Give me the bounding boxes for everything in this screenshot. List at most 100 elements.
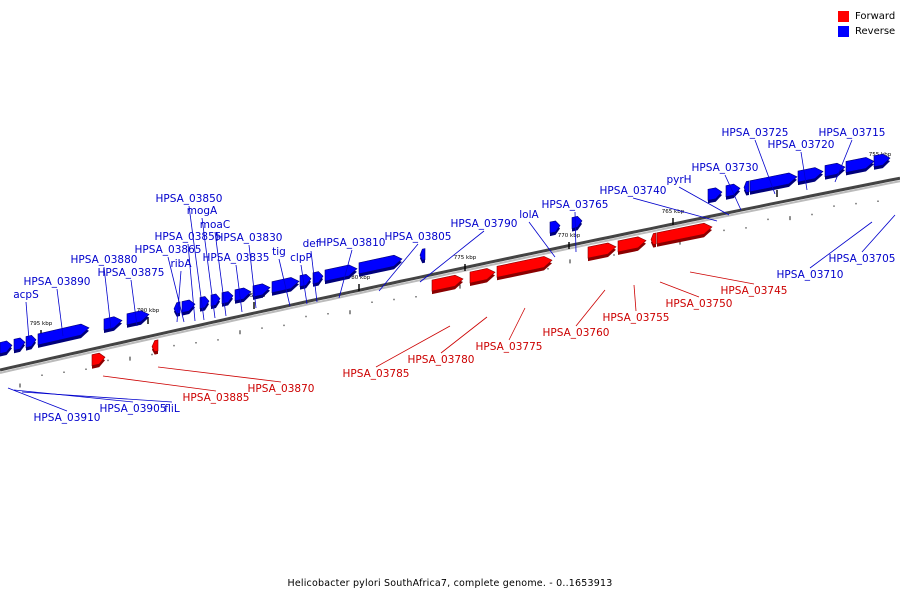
gene-label-lola: lolA — [519, 209, 539, 221]
legend-item-reverse: Reverse — [838, 24, 895, 39]
gene-label-hpsa-03740: HPSA_03740 — [600, 185, 667, 197]
genome-caption: Helicobacter pylori SouthAfrica7, comple… — [287, 578, 613, 589]
reverse-gene-arrow — [126, 310, 150, 326]
gene-label-hpsa-03850: HPSA_03850 — [156, 193, 223, 205]
genome-backbone-shadow — [0, 180, 900, 374]
ruler-label: 775 kbp — [454, 255, 477, 261]
reverse-gene-arrow — [873, 153, 891, 168]
reverse-gene-arrow — [845, 157, 875, 173]
gene-label-flil: fliL — [164, 403, 180, 415]
label-leader-line — [800, 151, 808, 191]
gene-features — [0, 153, 891, 369]
gene-label-hpsa-03875: HPSA_03875 — [98, 267, 165, 279]
label-leader-line — [235, 264, 243, 313]
reverse-gene-arrow — [725, 183, 741, 198]
label-leader-line — [300, 264, 308, 305]
gene-label-hpsa-03810: HPSA_03810 — [319, 237, 386, 249]
gene-label-hpsa-03780: HPSA_03780 — [408, 354, 475, 366]
label-leader-line — [188, 205, 205, 321]
gene-label-hpsa-03725: HPSA_03725 — [722, 127, 789, 139]
label-leader-line — [574, 211, 577, 253]
gene-label-hpsa-03885: HPSA_03885 — [183, 392, 250, 404]
gene-label-hpsa-03745: HPSA_03745 — [721, 285, 788, 297]
gene-label-hpsa-03785: HPSA_03785 — [343, 368, 410, 380]
label-leader-line — [201, 217, 216, 319]
gene-label-hpsa-03710: HPSA_03710 — [777, 269, 844, 281]
legend-forward-label: Forward — [855, 11, 896, 22]
label-leader-line — [419, 230, 485, 283]
reverse-gene-arrow — [824, 162, 846, 177]
label-leader-line — [724, 174, 742, 211]
gene-label-hpsa-03835: HPSA_03835 — [203, 252, 270, 264]
label-leader-line — [528, 221, 556, 258]
label-leader-line — [809, 221, 873, 269]
label-leader-line — [310, 250, 318, 303]
reverse-swatch — [838, 26, 849, 37]
reverse-gene-arrow — [0, 340, 13, 354]
gene-label-riba: ribA — [170, 258, 192, 270]
label-leader-line — [176, 270, 182, 323]
gene-label-hpsa-03855: HPSA_03855 — [155, 231, 222, 243]
ruler-label: 765 kbp — [662, 209, 685, 215]
gene-label-moac: moaC — [200, 219, 230, 231]
forward-gene-arrow — [431, 274, 464, 292]
label-leader-line — [440, 316, 488, 354]
label-leader-line — [7, 387, 68, 412]
reverse-gene-arrow — [25, 334, 37, 348]
gene-label-hpsa-03765: HPSA_03765 — [542, 199, 609, 211]
label-leader-line — [248, 244, 257, 309]
label-leader-line — [508, 307, 526, 341]
gene-label-def: def — [303, 238, 320, 250]
reverse-gene-arrow — [103, 316, 123, 331]
forward-gene-arrow — [650, 232, 657, 245]
label-leader-line — [102, 375, 217, 392]
label-leader-line — [633, 284, 637, 312]
gene-label-tig: tig — [272, 246, 286, 258]
label-leader-line — [754, 139, 776, 195]
ruler-label: 790 kbp — [137, 308, 160, 314]
ruler-label: 770 kbp — [558, 233, 581, 239]
genome-backbone — [0, 176, 900, 372]
reverse-gene-arrow — [358, 254, 403, 275]
label-leader-line — [278, 258, 291, 307]
gene-label-hpsa-03910: HPSA_03910 — [34, 412, 101, 424]
reverse-gene-arrow — [743, 180, 750, 193]
ruler-label: 795 kbp — [30, 321, 53, 327]
reverse-gene-arrow — [571, 215, 583, 229]
label-leader-line — [575, 289, 606, 327]
reverse-gene-arrow — [252, 283, 271, 298]
label-leader-line — [21, 391, 173, 403]
gene-label-hpsa-03750: HPSA_03750 — [666, 298, 733, 310]
label-leader-line — [375, 325, 451, 368]
label-leader-line — [689, 271, 755, 285]
label-leader-line — [659, 281, 700, 298]
gene-label-hpsa-03705: HPSA_03705 — [829, 253, 896, 265]
label-leader-line — [13, 389, 134, 403]
gene-label-moga: mogA — [187, 205, 218, 217]
gene-label-hpsa-03830: HPSA_03830 — [216, 232, 283, 244]
legend-item-forward: Forward — [838, 9, 895, 24]
reverse-gene-arrow — [549, 220, 561, 234]
reverse-gene-arrow — [221, 291, 234, 305]
label-leader-line — [187, 243, 196, 322]
backbone-layer — [0, 176, 900, 374]
gene-label-hpsa-03760: HPSA_03760 — [543, 327, 610, 339]
gene-label-clpp: clpP — [290, 252, 312, 264]
gene-label-hpsa-03805: HPSA_03805 — [385, 231, 452, 243]
legend-reverse-label: Reverse — [855, 26, 896, 37]
forward-gene-arrow — [151, 339, 159, 352]
label-leader-line — [678, 186, 730, 216]
gene-label-hpsa-03905: HPSA_03905 — [100, 403, 167, 415]
label-leader-line — [378, 243, 419, 292]
forward-gene-arrow — [496, 256, 553, 278]
label-leaders — [7, 139, 896, 412]
forward-swatch — [838, 11, 849, 22]
forward-gene-arrow — [91, 352, 106, 367]
label-leader-line — [338, 249, 353, 299]
gene-label-hpsa-03775: HPSA_03775 — [476, 341, 543, 353]
label-leader-line — [103, 266, 112, 330]
forward-gene-arrow — [469, 268, 496, 284]
reverse-gene-arrow — [299, 273, 312, 287]
reverse-gene-arrow — [707, 187, 723, 201]
